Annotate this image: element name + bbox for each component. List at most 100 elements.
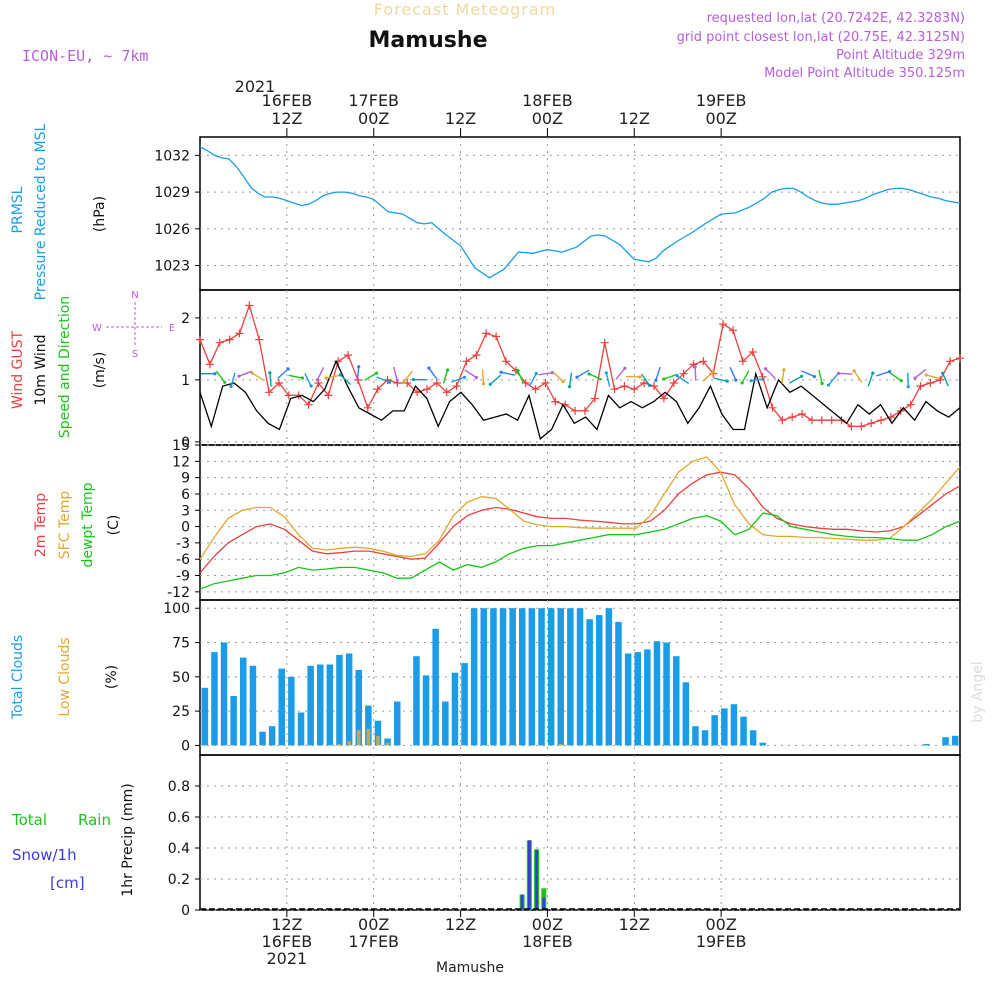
subtitle: Forecast Meteogram xyxy=(374,0,556,19)
wind-arrow-head xyxy=(396,379,399,382)
gust-marker xyxy=(482,329,490,337)
wind-arrow xyxy=(252,373,264,380)
top-tick-label: 00Z xyxy=(705,109,736,128)
clouds-bar xyxy=(702,730,709,745)
temp-dewpt-label: dewpt Temp xyxy=(80,482,96,567)
wind-arrow-head xyxy=(229,385,232,388)
top-tick-label: 19FEB xyxy=(696,91,747,110)
wind-10m-label: 10m Wind xyxy=(33,334,49,405)
precip-labels: Total Rain Snow/1h [cm] 1hr Precip (mm) xyxy=(11,783,136,896)
clouds-bar xyxy=(471,608,478,745)
wind-arrow xyxy=(890,373,901,381)
wind-arrow-head xyxy=(734,378,737,381)
wind-arrow xyxy=(577,370,589,377)
wind-arrow xyxy=(766,369,776,379)
gust-marker xyxy=(344,351,352,359)
precip-ytick-label: 0.8 xyxy=(168,779,190,795)
temperature-ytick-label: 9 xyxy=(181,471,190,487)
clouds-bar xyxy=(240,658,247,746)
wind-arrow-head xyxy=(325,376,328,379)
clouds-bar xyxy=(625,654,632,746)
compass-rose: N S W E xyxy=(92,290,175,360)
temperature-ytick-label: -9 xyxy=(176,569,190,585)
wind-arrow xyxy=(539,373,553,375)
wind-arrow xyxy=(483,370,484,384)
precip-frame xyxy=(200,755,960,910)
wind-arrow-head xyxy=(623,367,626,370)
clouds-bar xyxy=(376,736,380,746)
gust-marker xyxy=(620,382,628,390)
wind-arrow-head xyxy=(813,375,816,378)
gust-marker xyxy=(877,416,885,424)
precip-bar xyxy=(528,840,531,910)
gust-marker xyxy=(196,336,204,344)
top-tick-label: 16FEB xyxy=(262,91,313,110)
wind-arrow-head xyxy=(237,375,240,378)
wind-arrow-head xyxy=(726,380,729,383)
clouds-bar xyxy=(559,744,563,745)
top-tick-label: 00Z xyxy=(532,109,563,128)
wind-arrow-head xyxy=(482,382,485,385)
clouds-bar xyxy=(654,641,661,745)
bottom-tick-label: 12Z xyxy=(445,915,476,934)
clouds-bar xyxy=(711,715,718,745)
pressure-series-0 xyxy=(200,147,960,278)
temperature-ytick-label: 0 xyxy=(181,520,190,536)
clouds-bar xyxy=(731,704,738,745)
top-tick-label: 18FEB xyxy=(522,91,573,110)
temp-sfc-label: SFC Temp xyxy=(57,491,73,560)
gust-marker xyxy=(255,336,263,344)
clouds-bar xyxy=(952,736,959,746)
gust-marker xyxy=(867,419,875,427)
wind-arrow xyxy=(616,368,625,379)
gust-marker xyxy=(601,339,609,347)
gust-marker xyxy=(808,416,816,424)
wind-arrow xyxy=(394,367,398,381)
clouds-bar xyxy=(490,608,497,745)
wind-arrow xyxy=(289,375,303,378)
cloud-labels: Total Clouds Low Clouds (%) xyxy=(10,635,120,720)
wind-arrow-head xyxy=(402,381,405,384)
clouds-bar xyxy=(635,652,642,745)
wind-arrow-head xyxy=(913,377,916,380)
clouds-bar xyxy=(577,608,584,745)
precip-bar xyxy=(521,895,524,911)
clouds-bar xyxy=(211,652,218,745)
clouds-bar xyxy=(269,726,276,745)
gust-marker xyxy=(235,329,243,337)
wind-arrow xyxy=(829,374,838,385)
clouds-bar xyxy=(221,643,228,746)
top-tick-label: 17FEB xyxy=(348,91,399,110)
wind-arrow-head xyxy=(388,381,391,384)
temperature-labels: 2m Temp SFC Temp dewpt Temp (C) xyxy=(33,482,122,567)
temperature-ytick-label: 15 xyxy=(172,438,190,454)
wind-arrow xyxy=(839,373,853,374)
precip-panel: 00.20.40.60.8 xyxy=(168,755,960,919)
gust-marker xyxy=(541,379,549,387)
clouds-bar xyxy=(338,744,342,745)
clouds-ytick-label: 50 xyxy=(172,670,190,686)
clouds-bar xyxy=(307,666,314,746)
top-tick-label: 12Z xyxy=(271,109,302,128)
clouds-bar xyxy=(336,655,343,746)
wind-arrow-head xyxy=(676,374,679,377)
wind-arrow-head xyxy=(654,379,657,382)
gust-marker xyxy=(216,339,224,347)
clouds-bar xyxy=(663,643,670,746)
top-tick-label: 00Z xyxy=(358,109,389,128)
wind-arrow xyxy=(270,373,271,387)
clouds-bar xyxy=(519,608,526,745)
total-label: Total xyxy=(11,811,47,829)
model-label: ICON-EU, ~ 7km xyxy=(22,47,148,65)
wind-arrow-head xyxy=(375,371,378,374)
wind-arrow xyxy=(490,375,501,384)
wind-arrow-head xyxy=(837,372,840,375)
temperature-ytick-label: 3 xyxy=(181,503,190,519)
wind-arrow-head xyxy=(316,378,319,381)
wind-arrow-head xyxy=(213,372,216,375)
wind-arrow-head xyxy=(463,376,466,379)
wind-arrow xyxy=(518,370,524,383)
clouds-bar xyxy=(567,608,574,745)
clouds-bar xyxy=(432,629,439,746)
